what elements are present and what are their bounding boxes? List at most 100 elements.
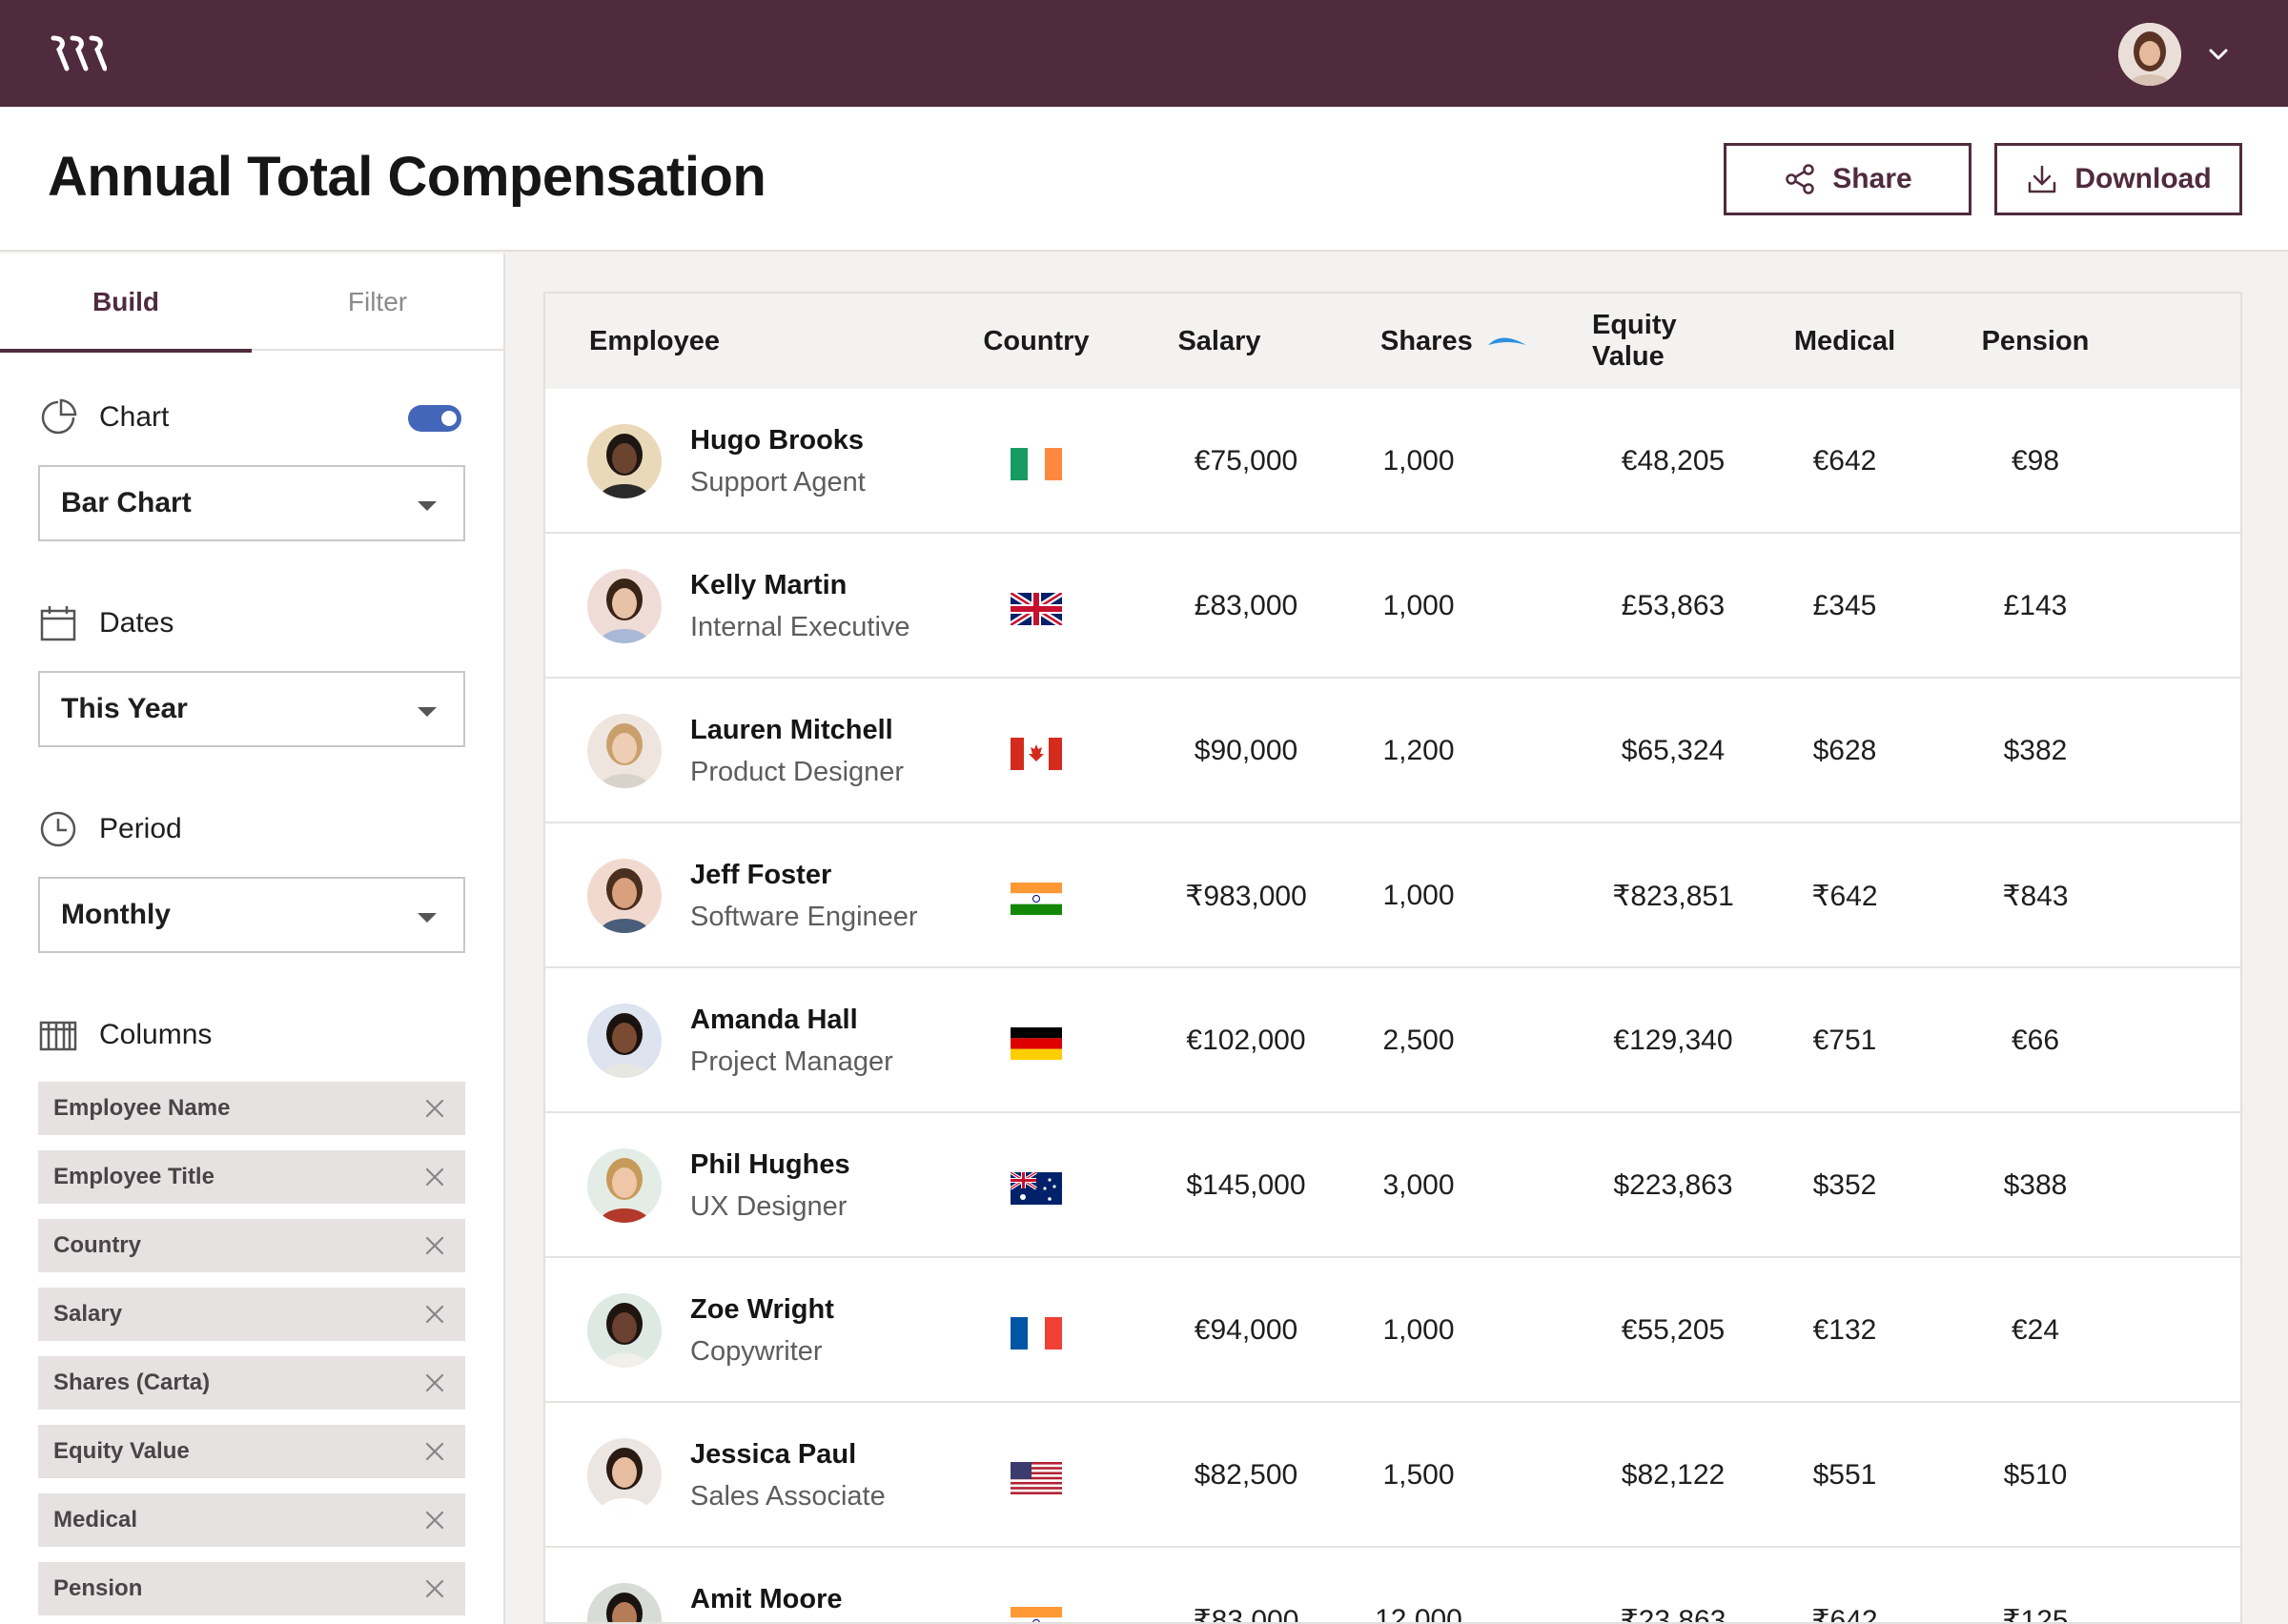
user-avatar[interactable] — [2118, 23, 2181, 86]
employee-title: UX Designer — [690, 1191, 848, 1222]
equity-value-cell: ₹823,851 — [1612, 880, 1734, 912]
employee-avatar — [587, 714, 662, 788]
employee-name: Phil Hughes — [690, 1149, 850, 1180]
period-select[interactable]: Monthly — [38, 877, 465, 953]
table-row[interactable]: Lauren Mitchell Product Designer $90,000 1,… — [545, 679, 2240, 823]
chart-type-value: Bar Chart — [61, 487, 192, 518]
column-chip-label: Country — [53, 1232, 141, 1258]
tab-build[interactable]: Build — [0, 254, 252, 353]
chart-type-select[interactable]: Bar Chart — [38, 465, 465, 541]
pension-cell: ₹125 — [2002, 1604, 2069, 1624]
dates-section-label: Dates — [38, 603, 174, 643]
salary-cell: $145,000 — [1186, 1169, 1306, 1201]
close-icon[interactable] — [423, 1577, 446, 1600]
france-flag — [1011, 1317, 1062, 1350]
share-button[interactable]: Share — [1724, 143, 1971, 215]
shares-cell: 1,000 — [1382, 590, 1455, 621]
shares-cell: 1,000 — [1382, 880, 1455, 911]
table-row[interactable]: Jessica Paul Sales Associate $82,500 1,500 $… — [545, 1403, 2240, 1548]
page-header: Annual Total Compensation Share Download — [0, 107, 2288, 252]
salary-cell: ₹983,000 — [1185, 880, 1307, 912]
table-row[interactable]: Hugo Brooks Support Agent €75,000 1,000 €48,… — [545, 389, 2240, 534]
salary-cell: ₹83,000 — [1193, 1604, 1299, 1624]
pension-cell: $382 — [2003, 735, 2068, 766]
table-row[interactable]: Kelly Martin Internal Executive £83,000 1,0… — [545, 534, 2240, 679]
table-row[interactable]: Jeff Foster Software Engineer ₹983,000 1,00… — [545, 823, 2240, 968]
equity-value-cell: €48,205 — [1621, 445, 1726, 477]
dates-value: This Year — [61, 693, 188, 724]
chart-label: Chart — [99, 401, 170, 433]
close-icon[interactable] — [423, 1303, 446, 1326]
caret-down-icon — [418, 501, 437, 511]
download-label: Download — [2074, 163, 2212, 194]
employee-name: Amanda Hall — [690, 1005, 858, 1035]
employee-name: Jeff Foster — [690, 860, 832, 890]
table-row[interactable]: Zoe Wright Copywriter €94,000 1,000 €55,205 €… — [545, 1258, 2240, 1403]
employee-avatar — [587, 1438, 662, 1512]
employee-avatar — [587, 569, 662, 643]
close-icon[interactable] — [423, 1509, 446, 1532]
column-chip: Employee Title — [38, 1150, 465, 1204]
close-icon[interactable] — [423, 1371, 446, 1394]
column-header-country[interactable]: Country — [983, 325, 1090, 356]
dates-label: Dates — [99, 607, 174, 639]
column-header-medical[interactable]: Medical — [1793, 325, 1896, 356]
shares-cell: 1,500 — [1382, 1459, 1455, 1491]
medical-cell: ₹642 — [1811, 1604, 1878, 1624]
table-row[interactable]: Amit Moore ₹83,000 12,000 ₹23,863 ₹642 ₹125 — [545, 1548, 2240, 1624]
pie-chart-icon — [41, 398, 77, 435]
salary-cell: €102,000 — [1186, 1025, 1306, 1056]
table-row[interactable]: Phil Hughes UX Designer $145,000 3,000 $223,… — [545, 1113, 2240, 1258]
germany-flag — [1011, 1027, 1062, 1060]
column-chip: Equity Value — [38, 1425, 465, 1478]
equity-value-cell: €55,205 — [1621, 1314, 1726, 1346]
column-header-salary[interactable]: Salary — [1177, 325, 1261, 356]
share-icon — [1786, 164, 1815, 194]
salary-cell: £83,000 — [1194, 590, 1298, 621]
medical-cell: €642 — [1812, 445, 1877, 477]
page-title: Annual Total Compensation — [48, 146, 766, 208]
employee-title: Product Designer — [690, 757, 905, 787]
employee-avatar — [587, 424, 662, 498]
column-chip-label: Equity Value — [53, 1438, 190, 1464]
india-flag — [1011, 883, 1062, 915]
table-row[interactable]: Amanda Hall Project Manager €102,000 2,500 €… — [545, 968, 2240, 1113]
period-section-label: Period — [38, 809, 182, 849]
column-chip: Shares (Carta) — [38, 1356, 465, 1410]
dates-select[interactable]: This Year — [38, 671, 465, 747]
tab-filter[interactable]: Filter — [347, 287, 408, 316]
column-header-employee[interactable]: Employee — [589, 325, 720, 356]
employee-name: Amit Moore — [690, 1584, 843, 1614]
pension-cell: ₹843 — [2002, 880, 2069, 912]
download-icon — [2029, 165, 2056, 193]
column-header-equity-value[interactable]: Equity Value — [1592, 310, 1677, 372]
share-label: Share — [1832, 163, 1912, 194]
equity-value-cell: $223,863 — [1613, 1169, 1733, 1201]
close-icon[interactable] — [423, 1440, 446, 1463]
shares-cell: 1,000 — [1382, 445, 1455, 477]
column-header-pension[interactable]: Pension — [1981, 325, 2090, 356]
compensation-table: Employee Country Salary Shares Equity Va… — [543, 292, 2242, 1624]
download-button[interactable]: Download — [1994, 143, 2242, 215]
india-flag — [1011, 1607, 1062, 1622]
app-logo-icon[interactable] — [50, 32, 107, 74]
chevron-down-icon[interactable] — [2204, 40, 2233, 69]
employee-avatar — [587, 1293, 662, 1368]
column-chip-label: Shares (Carta) — [53, 1370, 211, 1395]
sidebar: Build Filter Chart Bar Chart Dates This … — [0, 254, 505, 1624]
salary-cell: €94,000 — [1194, 1314, 1298, 1346]
canada-flag — [1011, 738, 1062, 770]
medical-cell: €132 — [1812, 1314, 1877, 1346]
chart-toggle[interactable] — [408, 405, 461, 432]
shares-cell: 2,500 — [1382, 1025, 1455, 1056]
medical-cell: ₹642 — [1811, 880, 1878, 912]
sidebar-tabs: Build Filter — [0, 254, 505, 353]
column-chip: Country — [38, 1219, 465, 1272]
pension-cell: €66 — [2011, 1025, 2060, 1056]
close-icon[interactable] — [423, 1166, 446, 1188]
close-icon[interactable] — [423, 1097, 446, 1120]
close-icon[interactable] — [423, 1234, 446, 1257]
caret-down-icon — [418, 707, 437, 717]
columns-label: Columns — [99, 1019, 213, 1050]
column-header-shares[interactable]: Shares — [1380, 294, 1528, 389]
